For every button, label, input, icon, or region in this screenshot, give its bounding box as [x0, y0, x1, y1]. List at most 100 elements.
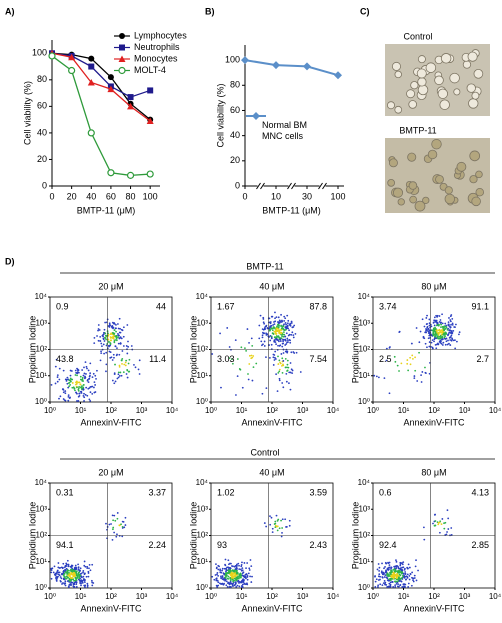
event-dot [76, 386, 78, 389]
event-dot [138, 359, 141, 362]
y-axis-title: Propidium Iodine [350, 502, 360, 570]
event-dot [91, 392, 94, 395]
series-line [51, 52, 151, 98]
event-dot [68, 584, 71, 586]
series-line [51, 52, 151, 122]
event-dot [441, 344, 444, 346]
event-dot [67, 564, 70, 566]
event-dot [433, 319, 436, 322]
event-dot [54, 574, 57, 577]
event-dot [68, 385, 71, 388]
event-dot [74, 564, 77, 567]
x-tick-label: 60 [106, 191, 116, 201]
event-dot [282, 386, 285, 389]
event-dot [248, 569, 251, 571]
event-dot [408, 575, 411, 577]
event-dot [288, 524, 291, 527]
event-dot [93, 381, 96, 384]
event-dot [97, 339, 100, 342]
event-dot [278, 332, 281, 335]
event-dot [65, 563, 68, 566]
y-tick-label: 10⁰ [35, 583, 47, 592]
event-dot [89, 362, 92, 365]
marker [303, 62, 311, 71]
event-dot [247, 378, 250, 381]
event-dot [452, 329, 455, 332]
x-tick-label: 0 [49, 191, 54, 201]
event-dot [115, 327, 117, 330]
event-dot [71, 573, 74, 576]
event-dot [121, 357, 124, 360]
event-dot [438, 315, 441, 317]
event-dot [451, 317, 454, 320]
event-dot [286, 322, 289, 325]
event-dot [285, 323, 288, 326]
event-dot [71, 378, 74, 381]
event-dot [234, 339, 237, 342]
x-tick-label: 10⁰ [205, 592, 217, 601]
event-dot [117, 373, 120, 376]
event-dot [77, 388, 80, 391]
cell [417, 55, 426, 64]
event-dot [407, 586, 410, 588]
event-dot [245, 567, 247, 570]
event-dot [118, 375, 121, 377]
y-tick-label: 10³ [35, 504, 47, 513]
event-dot [233, 565, 236, 568]
event-dot [401, 574, 404, 577]
event-dot [428, 322, 431, 325]
event-dot [104, 332, 107, 335]
event-dot [386, 586, 389, 588]
event-dot [224, 578, 227, 581]
y-tick-label: 10¹ [35, 371, 47, 380]
event-dot [443, 527, 446, 530]
event-dot [382, 582, 385, 585]
event-dot [285, 332, 288, 335]
legend-label: MOLT-4 [134, 65, 166, 75]
event-dot [83, 578, 85, 580]
group-title: Control [250, 447, 279, 457]
event-dot [393, 355, 396, 358]
event-dot [88, 377, 91, 380]
event-dot [435, 328, 437, 330]
event-dot [245, 349, 248, 352]
event-dot [275, 335, 278, 337]
event-dot [395, 565, 398, 567]
cell [449, 72, 460, 84]
x-tick-label: 0 [242, 191, 247, 201]
event-dot [281, 518, 284, 521]
event-dot [265, 356, 267, 359]
event-dot [86, 379, 89, 382]
event-dot [80, 584, 82, 587]
event-dot [433, 340, 435, 343]
event-dot [375, 375, 378, 378]
event-dot [388, 582, 391, 585]
event-dot [251, 575, 253, 578]
quadrant-value: 91.1 [471, 301, 489, 311]
marker [119, 44, 125, 51]
event-dot [59, 395, 62, 398]
cell [453, 88, 461, 96]
event-dot [269, 339, 272, 342]
event-dot [277, 355, 279, 358]
event-dot [454, 347, 457, 350]
cell [425, 62, 437, 73]
event-dot [124, 361, 127, 364]
event-dot [286, 314, 289, 317]
event-dot [278, 370, 281, 373]
event-dot [278, 359, 281, 362]
quadrant-value: 11.4 [149, 354, 166, 364]
event-dot [115, 339, 118, 342]
cell [388, 158, 398, 168]
cell [416, 68, 427, 79]
event-dot [431, 347, 434, 350]
event-dot [116, 533, 118, 536]
event-dot [276, 321, 279, 323]
x-tick-label: 10⁴ [327, 592, 340, 601]
event-dot [111, 324, 114, 327]
cell [387, 101, 395, 110]
event-dot [221, 567, 224, 570]
event-dot [289, 371, 292, 374]
event-dot [231, 565, 233, 567]
event-dot [239, 573, 242, 576]
